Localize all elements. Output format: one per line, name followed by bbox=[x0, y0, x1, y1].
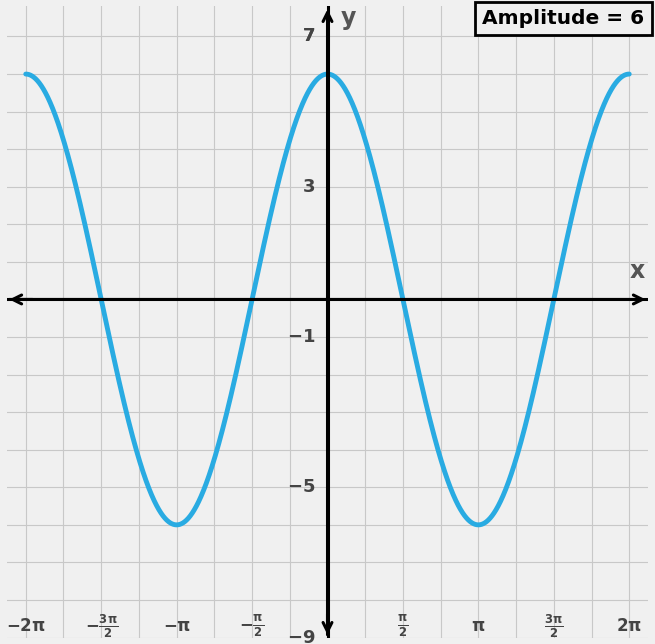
Text: $\mathbf{7}$: $\mathbf{7}$ bbox=[303, 28, 316, 46]
Text: $\mathbf{-1}$: $\mathbf{-1}$ bbox=[287, 328, 316, 346]
Text: $\mathbf{-5}$: $\mathbf{-5}$ bbox=[287, 478, 316, 497]
Text: $\mathbf{-2\pi}$: $\mathbf{-2\pi}$ bbox=[6, 618, 46, 635]
Text: $\mathbf{y}$: $\mathbf{y}$ bbox=[339, 8, 356, 32]
Text: $\mathbf{\frac{3\pi}{2}}$: $\mathbf{\frac{3\pi}{2}}$ bbox=[544, 612, 563, 640]
Text: $\mathbf{\pi}$: $\mathbf{\pi}$ bbox=[471, 618, 485, 635]
Text: $\mathbf{-\pi}$: $\mathbf{-\pi}$ bbox=[162, 618, 191, 635]
Text: $\mathbf{\frac{\pi}{2}}$: $\mathbf{\frac{\pi}{2}}$ bbox=[398, 614, 409, 639]
Text: $\mathbf{-\frac{\pi}{2}}$: $\mathbf{-\frac{\pi}{2}}$ bbox=[240, 614, 265, 639]
Text: $\mathbf{7}$: $\mathbf{7}$ bbox=[303, 28, 316, 46]
Text: $\mathbf{-\frac{3\pi}{2}}$: $\mathbf{-\frac{3\pi}{2}}$ bbox=[84, 612, 118, 640]
Text: $\mathbf{-9}$: $\mathbf{-9}$ bbox=[287, 629, 316, 644]
Text: $\mathbf{3}$: $\mathbf{3}$ bbox=[303, 178, 316, 196]
Text: $\mathbf{2\pi}$: $\mathbf{2\pi}$ bbox=[616, 618, 642, 635]
Text: $\mathbf{x}$: $\mathbf{x}$ bbox=[629, 258, 646, 283]
Text: Amplitude = 6: Amplitude = 6 bbox=[483, 10, 645, 28]
